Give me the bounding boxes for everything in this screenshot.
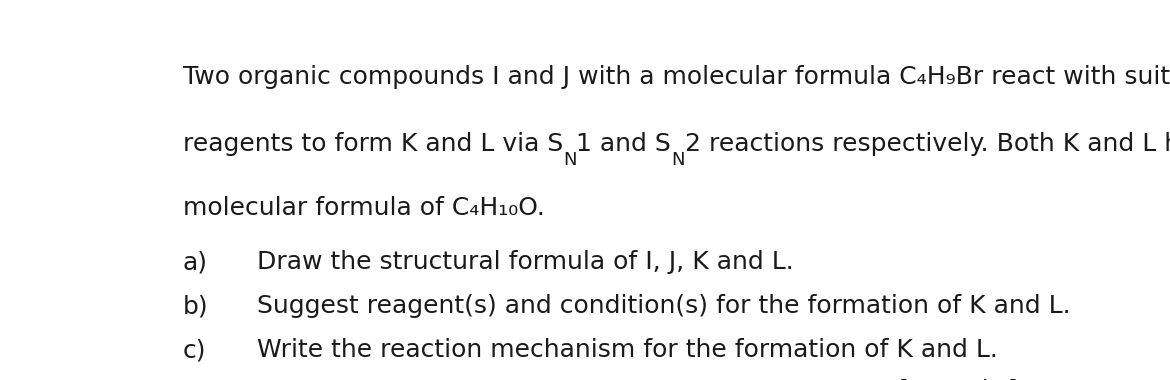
Text: 2 reactions respectively. Both K and L have a: 2 reactions respectively. Both K and L h… — [684, 132, 1170, 156]
Text: [9 marks]: [9 marks] — [896, 378, 1017, 380]
Text: reagents to form K and L via S: reagents to form K and L via S — [183, 132, 563, 156]
Text: Draw the structural formula of I, J, K and L.: Draw the structural formula of I, J, K a… — [257, 250, 793, 274]
Text: b): b) — [183, 294, 208, 318]
Text: N: N — [563, 151, 577, 169]
Text: 1 and S: 1 and S — [577, 132, 672, 156]
Text: c): c) — [183, 338, 206, 362]
Text: Two organic compounds I and J with a molecular formula C₄H₉Br react with suitabl: Two organic compounds I and J with a mol… — [183, 65, 1170, 89]
Text: Write the reaction mechanism for the formation of K and L.: Write the reaction mechanism for the for… — [257, 338, 998, 362]
Text: a): a) — [183, 250, 207, 274]
Text: molecular formula of C₄H₁₀O.: molecular formula of C₄H₁₀O. — [183, 196, 544, 220]
Text: N: N — [672, 151, 684, 169]
Text: Suggest reagent(s) and condition(s) for the formation of K and L.: Suggest reagent(s) and condition(s) for … — [257, 294, 1071, 318]
